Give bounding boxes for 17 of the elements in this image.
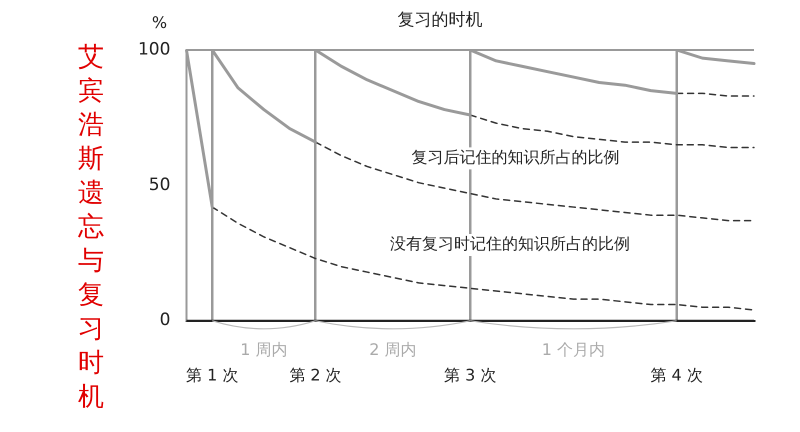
- annotation: 复习后记住的知识所占的比例: [412, 147, 620, 166]
- annotation: 没有复习时记住的知识所占的比例: [390, 234, 630, 254]
- text: 2 周内: [369, 340, 416, 359]
- line-series: [211, 206, 755, 311]
- text: 1 周内: [240, 340, 288, 359]
- x-tick-label: 第 1 次: [186, 366, 238, 385]
- x-tick-label: 第 3 次: [444, 366, 496, 385]
- y-tick-label: 100: [138, 39, 170, 60]
- x-tick-label: 第 4 次: [650, 366, 703, 385]
- chart-title: 艾宾浩斯遗忘与复习时机: [78, 42, 104, 412]
- y-axis-title: %: [152, 13, 168, 32]
- x-tick-label: 第 2 次: [289, 366, 342, 385]
- y-tick-label: 50: [148, 174, 170, 195]
- line-series: [469, 114, 755, 148]
- text: 1 个月内: [542, 340, 606, 359]
- y-tick-label: 0: [160, 310, 170, 330]
- chart-subtitle: 复习的时机: [396, 9, 484, 31]
